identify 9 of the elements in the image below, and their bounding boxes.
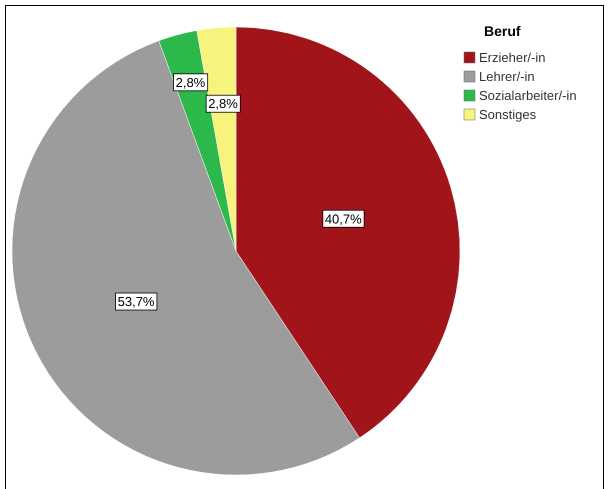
- data-label: 40,7%: [324, 211, 362, 226]
- data-label: 2,8%: [176, 74, 206, 90]
- legend-label: Sonstiges: [479, 107, 537, 122]
- data-label: 53,7%: [118, 294, 155, 310]
- legend-label: Lehrer/-in: [479, 69, 535, 84]
- legend-title: Beruf: [484, 23, 521, 39]
- legend-label: Erzieher/-in: [479, 50, 546, 65]
- data-label: 2,8%: [208, 96, 238, 112]
- legend-label: Sozialarbeiter/-in: [479, 88, 577, 103]
